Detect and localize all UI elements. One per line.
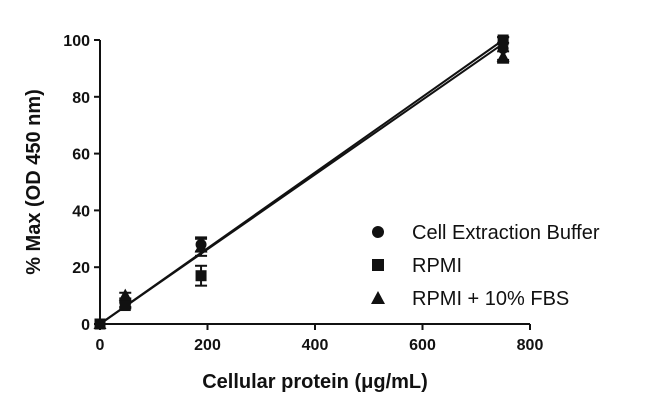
fit-line — [99, 39, 504, 325]
y-tick-label: 20 — [72, 260, 90, 277]
x-tick-label: 200 — [194, 337, 221, 354]
data-points — [93, 34, 510, 330]
data-point-square — [497, 34, 509, 46]
y-tick-label: 60 — [72, 147, 90, 164]
fit-lines — [99, 39, 504, 325]
legend-item-cell-extraction-buffer: Cell Extraction Buffer — [372, 222, 600, 244]
y-tick-label: 80 — [72, 90, 90, 107]
x-tick-label: 800 — [517, 337, 544, 354]
data-point-triangle — [194, 240, 208, 253]
data-point-triangle — [496, 50, 510, 63]
data-point-triangle — [93, 317, 107, 329]
legend-triangle-marker — [371, 291, 385, 304]
legend-label: RPMI — [412, 255, 462, 277]
y-tick-label: 40 — [72, 203, 90, 220]
legend-item-rpmi-10-fbs: RPMI + 10% FBS — [371, 288, 569, 310]
x-axis-title: Cellular protein (μg/mL) — [202, 371, 428, 393]
data-point-triangle — [118, 288, 132, 301]
data-point-square — [119, 300, 131, 312]
y-tick-label: 100 — [63, 33, 90, 50]
data-point-square — [195, 270, 207, 282]
legend-circle-marker — [372, 226, 384, 238]
x-tick-label: 600 — [409, 337, 436, 354]
y-ticks: 0 20 40 60 80 100 — [63, 33, 100, 334]
data-point-circle — [497, 43, 509, 55]
legend-label: Cell Extraction Buffer — [412, 222, 600, 244]
x-tick-label: 400 — [302, 337, 329, 354]
legend-square-marker — [372, 259, 384, 271]
legend: Cell Extraction Buffer RPMI RPMI + 10% F… — [371, 222, 600, 310]
axes — [99, 40, 530, 325]
x-tick-label: 0 — [96, 337, 105, 354]
legend-label: RPMI + 10% FBS — [412, 288, 569, 310]
y-tick-label: 0 — [81, 317, 90, 334]
x-ticks: 0 200 400 600 800 — [96, 324, 544, 354]
legend-item-rpmi: RPMI — [372, 255, 462, 277]
y-axis-title: % Max (OD 450 nm) — [23, 89, 45, 275]
